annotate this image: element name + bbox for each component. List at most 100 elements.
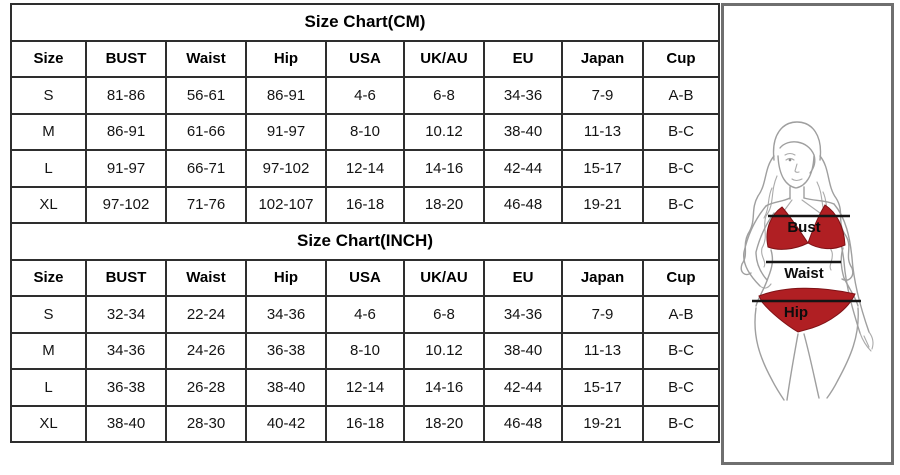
table-cell: B-C <box>642 149 720 188</box>
table-cell: 71-76 <box>165 185 247 224</box>
cm-header-row: Size BUST Waist Hip USA UK/AU EU Japan C… <box>10 39 720 78</box>
table-cell: 14-16 <box>403 149 485 188</box>
table-row-inch-m: M 34-36 24-26 36-38 8-10 10.12 38-40 11-… <box>10 331 720 370</box>
column-header-ukau: UK/AU <box>403 258 485 297</box>
table-cell: L <box>10 368 87 407</box>
table-cell: 56-61 <box>165 76 247 115</box>
column-header-eu: EU <box>483 39 563 78</box>
table-cell: 66-71 <box>165 149 247 188</box>
table-cell: 42-44 <box>483 368 563 407</box>
table-cell: 40-42 <box>245 404 327 443</box>
table-cell: 19-21 <box>561 404 644 443</box>
table-cell: 10.12 <box>403 331 485 370</box>
column-header-hip: Hip <box>245 258 327 297</box>
table-row-cm-s: S 81-86 56-61 86-91 4-6 6-8 34-36 7-9 A-… <box>10 76 720 115</box>
table-cell: 34-36 <box>85 331 167 370</box>
table-cell: 38-40 <box>85 404 167 443</box>
table-cell: B-C <box>642 404 720 443</box>
table-cell: XL <box>10 185 87 224</box>
table-cell: 7-9 <box>561 295 644 334</box>
inch-chart-title-row: Size Chart(INCH) <box>10 222 720 261</box>
table-cell: 34-36 <box>245 295 327 334</box>
table-cell: 14-16 <box>403 368 485 407</box>
table-cell: M <box>10 112 87 151</box>
hip-label: Hip <box>784 304 808 321</box>
table-cell: 36-38 <box>245 331 327 370</box>
column-header-hip: Hip <box>245 39 327 78</box>
measurement-figure-panel: Bust Waist Hip <box>721 3 894 465</box>
column-header-size: Size <box>10 39 87 78</box>
table-cell: B-C <box>642 331 720 370</box>
table-cell: M <box>10 331 87 370</box>
column-header-japan: Japan <box>561 258 644 297</box>
bust-measure: Bust <box>768 214 850 236</box>
table-cell: 61-66 <box>165 112 247 151</box>
table-cell: S <box>10 295 87 334</box>
hair-sketch <box>740 121 854 281</box>
table-cell: 15-17 <box>561 368 644 407</box>
table-cell: 6-8 <box>403 76 485 115</box>
table-cell: 4-6 <box>325 295 405 334</box>
column-header-size: Size <box>10 258 87 297</box>
table-cell: 4-6 <box>325 76 405 115</box>
table-row-inch-l: L 36-38 26-28 38-40 12-14 14-16 42-44 15… <box>10 368 720 407</box>
table-cell: 8-10 <box>325 112 405 151</box>
table-cell: XL <box>10 404 87 443</box>
cm-chart-title: Size Chart(CM) <box>10 3 720 42</box>
table-cell: 97-102 <box>85 185 167 224</box>
table-cell: 26-28 <box>165 368 247 407</box>
table-row-inch-xl: XL 38-40 28-30 40-42 16-18 18-20 46-48 1… <box>10 404 720 443</box>
table-cell: 6-8 <box>403 295 485 334</box>
inch-chart-title: Size Chart(INCH) <box>10 222 720 261</box>
table-row-cm-xl: XL 97-102 71-76 102-107 16-18 18-20 46-4… <box>10 185 720 224</box>
table-cell: 86-91 <box>245 76 327 115</box>
cm-chart-title-row: Size Chart(CM) <box>10 3 720 42</box>
table-cell: 22-24 <box>165 295 247 334</box>
table-cell: 7-9 <box>561 76 644 115</box>
table-cell: 38-40 <box>483 331 563 370</box>
table-cell: L <box>10 149 87 188</box>
waist-label: Waist <box>784 265 823 282</box>
table-cell: 10.12 <box>403 112 485 151</box>
table-cell: 97-102 <box>245 149 327 188</box>
column-header-bust: BUST <box>85 258 167 297</box>
table-cell: 32-34 <box>85 295 167 334</box>
table-cell: 16-18 <box>325 185 405 224</box>
table-cell: 38-40 <box>483 112 563 151</box>
column-header-usa: USA <box>325 258 405 297</box>
hip-measure: Hip <box>752 299 861 321</box>
column-header-ukau: UK/AU <box>403 39 485 78</box>
table-cell: 46-48 <box>483 185 563 224</box>
table-row-cm-m: M 86-91 61-66 91-97 8-10 10.12 38-40 11-… <box>10 112 720 151</box>
table-cell: 18-20 <box>403 404 485 443</box>
table-cell: B-C <box>642 368 720 407</box>
table-cell: 28-30 <box>165 404 247 443</box>
column-header-bust: BUST <box>85 39 167 78</box>
column-header-japan: Japan <box>561 39 644 78</box>
waist-measure: Waist <box>766 260 841 282</box>
inch-header-row: Size BUST Waist Hip USA UK/AU EU Japan C… <box>10 258 720 297</box>
face-sketch <box>777 141 816 189</box>
column-header-waist: Waist <box>165 258 247 297</box>
column-header-cup: Cup <box>642 258 720 297</box>
table-cell: 34-36 <box>483 76 563 115</box>
table-cell: S <box>10 76 87 115</box>
table-cell: 36-38 <box>85 368 167 407</box>
table-cell: A-B <box>642 295 720 334</box>
table-cell: 24-26 <box>165 331 247 370</box>
table-cell: A-B <box>642 76 720 115</box>
table-cell: B-C <box>642 112 720 151</box>
table-cell: 102-107 <box>245 185 327 224</box>
column-header-eu: EU <box>483 258 563 297</box>
table-cell: 8-10 <box>325 331 405 370</box>
table-row-inch-s: S 32-34 22-24 34-36 4-6 6-8 34-36 7-9 A-… <box>10 295 720 334</box>
table-cell: 38-40 <box>245 368 327 407</box>
table-cell: 19-21 <box>561 185 644 224</box>
bikini-illustration <box>758 204 856 333</box>
table-cell: 11-13 <box>561 331 644 370</box>
measurement-figure-illustration: Bust Waist Hip <box>740 121 874 401</box>
column-header-usa: USA <box>325 39 405 78</box>
table-cell: 91-97 <box>245 112 327 151</box>
table-cell: 81-86 <box>85 76 167 115</box>
table-cell: B-C <box>642 185 720 224</box>
